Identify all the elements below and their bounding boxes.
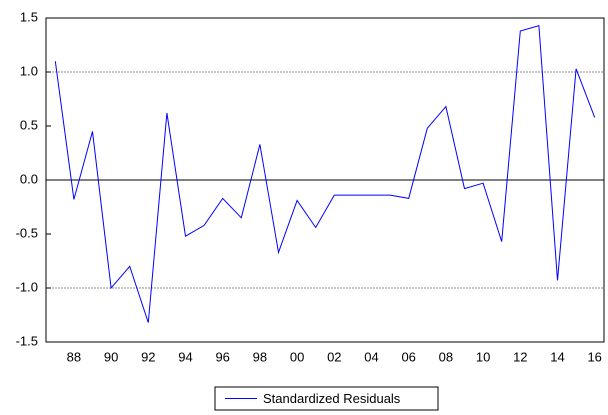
y-tick-label: -1.0 xyxy=(16,279,38,294)
x-tick-label: 10 xyxy=(476,349,490,364)
x-tick-label: 16 xyxy=(587,349,601,364)
x-tick-label: 04 xyxy=(364,349,378,364)
y-tick-label: 1.5 xyxy=(20,9,38,24)
x-tick-label: 06 xyxy=(401,349,415,364)
x-tick-label: 02 xyxy=(327,349,341,364)
plot-frame xyxy=(45,17,605,343)
y-tick-label: 0.5 xyxy=(20,117,38,132)
x-tick-label: 92 xyxy=(141,349,155,364)
y-tick-label: -0.5 xyxy=(16,225,38,240)
x-tick-label: 14 xyxy=(550,349,564,364)
legend-label: Standardized Residuals xyxy=(263,391,401,406)
y-tick-label: 0.0 xyxy=(20,171,38,186)
series-line xyxy=(54,24,596,323)
x-tick-label: 96 xyxy=(215,349,229,364)
x-tick-label: 94 xyxy=(178,349,192,364)
x-tick-label: 00 xyxy=(290,349,304,364)
x-tick-label: 08 xyxy=(439,349,453,364)
x-tick-label: 12 xyxy=(513,349,527,364)
x-tick-label: 88 xyxy=(67,349,81,364)
x-tick-label: 98 xyxy=(253,349,267,364)
y-tick-label: -1.5 xyxy=(16,333,38,348)
y-tick-label: 1.0 xyxy=(20,63,38,78)
legend-box xyxy=(214,386,439,411)
x-tick-label: 90 xyxy=(104,349,118,364)
